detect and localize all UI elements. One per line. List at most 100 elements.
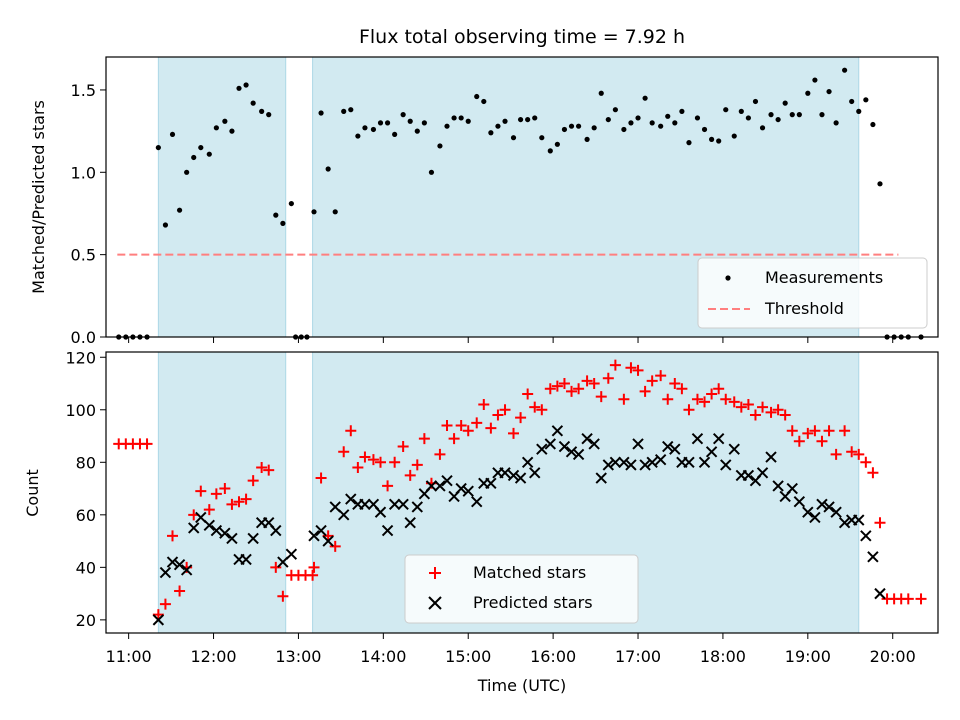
measurement-point-49 [474, 93, 480, 100]
top-y-tick-label-2: 1.0 [71, 163, 96, 182]
bottom-y-tick-label-1: 40 [76, 558, 96, 577]
predicted-star-point-8 [210, 524, 223, 537]
predicted-star-point-94 [860, 530, 872, 542]
matched-star-point-17 [240, 493, 252, 505]
predicted-star-point-21 [322, 535, 334, 547]
predicted-star-point-63 [632, 438, 644, 450]
matched-star-point-29 [322, 530, 334, 542]
matched-star-point-97 [823, 425, 835, 437]
legend-measurements-marker [725, 275, 731, 281]
bottom-y-tick-label-5: 120 [65, 348, 96, 367]
measurement-point-63 [575, 123, 582, 129]
predicted-star-point-26 [359, 498, 371, 511]
legend-measurements-label: Measurements [765, 268, 883, 287]
matched-star-point-39 [397, 441, 409, 453]
predicted-star-point-62 [625, 459, 637, 471]
matched-star-point-6 [159, 598, 171, 610]
matched-star-point-62 [566, 385, 578, 397]
matched-star-point-22 [277, 590, 289, 602]
measurement-point-17 [243, 82, 249, 88]
measurement-point-86 [745, 115, 751, 121]
matched-star-point-31 [338, 446, 350, 458]
bottom-y-tick-label-4: 100 [65, 401, 96, 420]
measurement-point-87 [752, 98, 759, 105]
measurement-point-31 [341, 108, 347, 114]
matched-stars-points [113, 359, 927, 621]
matched-star-point-34 [359, 451, 371, 463]
measurement-point-39 [400, 112, 406, 118]
measurement-point-79 [694, 115, 701, 121]
measurement-point-29 [325, 166, 331, 172]
measurement-point-97 [826, 88, 832, 95]
measurement-point-11 [198, 144, 204, 151]
bottom-legend: Matched stars Predicted stars [404, 554, 639, 624]
predicted-star-point-73 [705, 446, 718, 458]
matched-star-point-59 [544, 383, 556, 395]
measurement-point-34 [362, 125, 368, 131]
predicted-star-point-75 [720, 459, 732, 471]
matched-star-point-64 [581, 375, 593, 387]
predicted-star-point-9 [219, 527, 231, 539]
predicted-star-point-89 [823, 501, 835, 513]
matched-star-point-37 [382, 480, 394, 492]
measurement-point-80 [701, 126, 708, 133]
predicted-star-point-80 [756, 467, 769, 479]
measurement-point-23 [288, 200, 294, 207]
measurement-point-5 [155, 144, 161, 151]
measurement-point-101 [856, 108, 862, 114]
x-tick-label-6: 17:00 [615, 647, 661, 666]
predicted-star-point-10 [226, 532, 238, 545]
bottom-legend-box [404, 554, 639, 624]
predicted-star-point-56 [581, 432, 593, 445]
matched-star-point-85 [735, 401, 747, 413]
measurement-point-14 [222, 118, 228, 124]
predicted-star-point-59 [602, 459, 615, 471]
predicted-star-point-95 [867, 551, 879, 563]
measurement-point-78 [686, 140, 692, 146]
measurement-point-99 [842, 67, 848, 73]
predicted-star-point-41 [471, 495, 483, 508]
matched-star-point-56 [522, 388, 534, 400]
measurement-point-88 [759, 125, 766, 131]
matched-star-point-14 [219, 483, 231, 495]
measurement-point-42 [421, 120, 427, 126]
x-tick-label-5: 16:00 [530, 647, 576, 666]
measurement-point-37 [384, 120, 391, 126]
predicted-star-point-13 [247, 532, 259, 545]
top-y-tick-label-0: 0.0 [71, 328, 96, 347]
matched-star-point-88 [757, 401, 769, 413]
matched-star-point-86 [742, 399, 754, 411]
matched-star-point-28 [315, 472, 327, 484]
predicted-star-point-31 [397, 498, 409, 511]
measurement-point-91 [782, 100, 788, 106]
predicted-star-point-2 [166, 556, 179, 568]
legend-threshold-label: Threshold [764, 299, 844, 318]
matched-star-point-100 [846, 446, 858, 458]
predicted-star-point-32 [404, 516, 416, 529]
predicted-star-point-19 [308, 530, 320, 542]
measurement-point-13 [213, 125, 219, 131]
bottom-x-ticks: 11:00 12:00 13:00 14:00 15:00 16:00 17:00 18:00… [106, 633, 916, 666]
predicted-star-point-85 [793, 495, 806, 508]
predicted-star-point-7 [203, 519, 216, 532]
top-shaded-interval-0 [157, 56, 287, 338]
measurement-point-12 [206, 151, 212, 157]
matched-star-point-75 [662, 393, 674, 405]
x-axis-label: Time (UTC) [477, 676, 566, 695]
predicted-star-point-33 [411, 501, 424, 513]
x-tick-label-4: 15:00 [445, 647, 491, 666]
measurement-point-33 [355, 133, 361, 139]
predicted-star-point-55 [572, 448, 585, 461]
matched-star-point-54 [508, 427, 520, 439]
top-y-tick-label-3: 1.5 [71, 81, 96, 100]
matched-star-point-16 [233, 496, 245, 508]
measurement-point-98 [833, 120, 839, 126]
measurement-point-81 [709, 136, 715, 142]
matched-star-point-51 [485, 422, 497, 434]
measurement-point-27 [311, 209, 317, 215]
predicted-star-point-70 [683, 456, 695, 469]
legend-matched-marker [429, 567, 441, 579]
matched-star-point-27 [308, 561, 320, 573]
measurement-point-53 [502, 118, 508, 124]
matched-star-point-15 [226, 498, 238, 510]
